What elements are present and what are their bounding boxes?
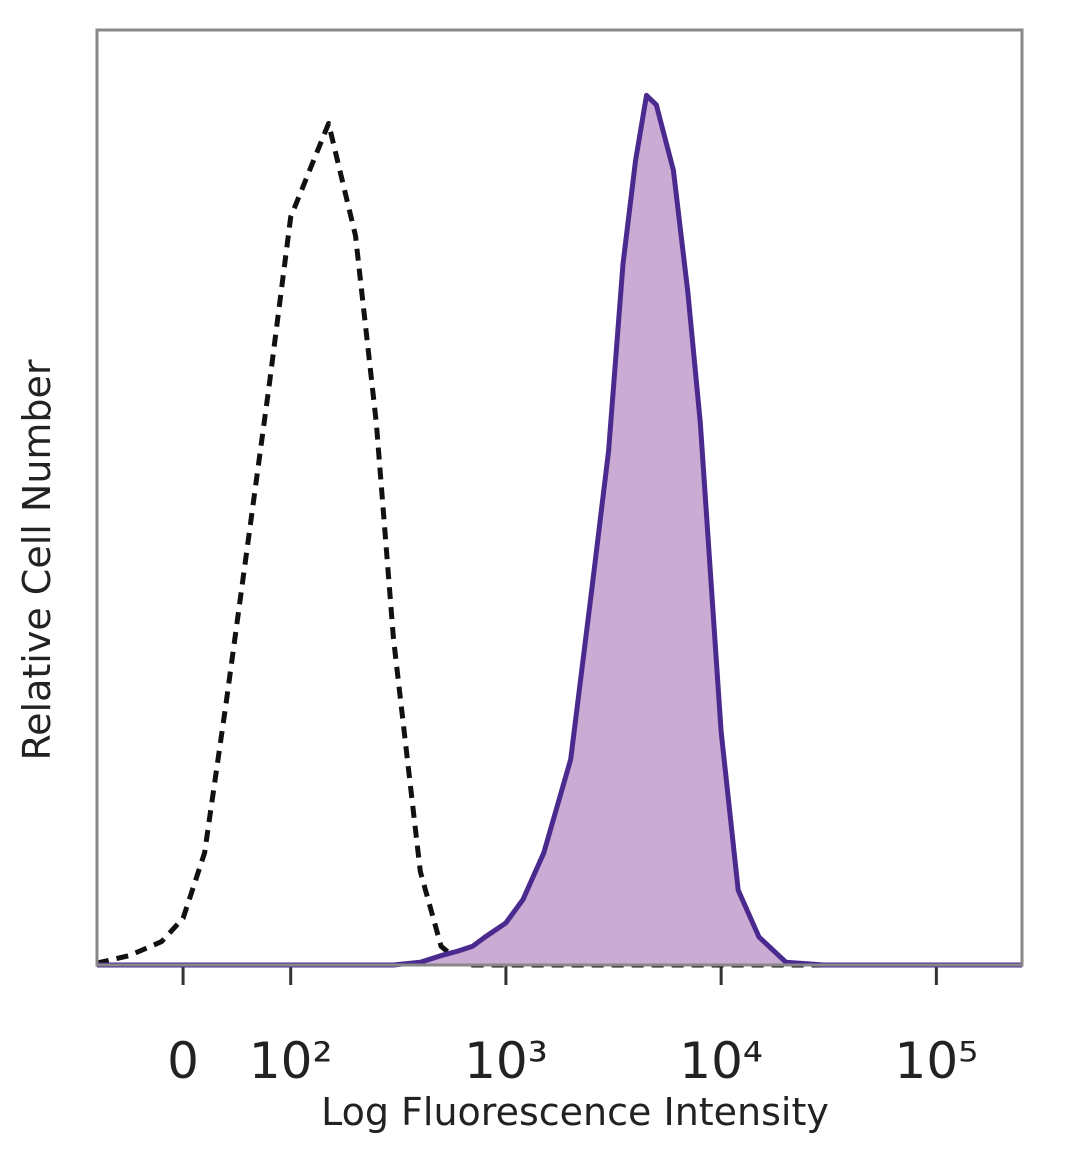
x-tick-label: 0 [167,1032,199,1090]
x-tick-label: 10⁵ [895,1032,979,1090]
plot-frame [95,28,1024,967]
x-tick-label: 10² [249,1032,333,1090]
x-tick-label: 10⁴ [679,1032,763,1090]
x-tick-label: 10³ [464,1032,548,1090]
y-axis-title: Relative Cell Number [15,359,59,760]
area [97,95,1022,965]
x-axis-title: Log Fluorescence Intensity [321,1090,829,1134]
